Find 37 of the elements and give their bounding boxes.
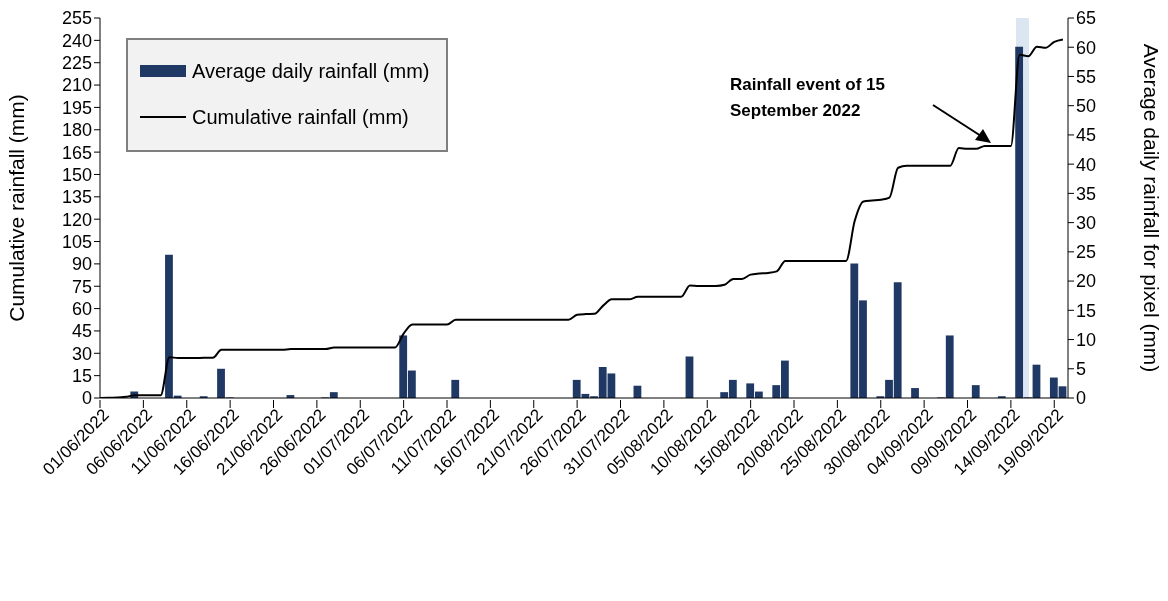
y-tick-label: 195 (61, 97, 92, 118)
y-tick-label: 120 (61, 209, 92, 230)
y-tick-label: 75 (71, 276, 92, 297)
y2-tick-label: 40 (1076, 154, 1097, 175)
legend-label: Cumulative rainfall (mm) (192, 105, 409, 129)
y-tick-label: 225 (61, 53, 92, 74)
y-tick-label: 30 (71, 343, 92, 364)
y2-tick-label: 55 (1076, 66, 1097, 87)
y-tick-label: 150 (61, 164, 92, 185)
y-tick-label: 255 (61, 8, 92, 29)
y2-axis-title: Average daily rainfall for pixel (mm) (1139, 43, 1163, 373)
y2-tick-label: 10 (1076, 329, 1097, 350)
y2-tick-label: 65 (1076, 8, 1097, 29)
y-tick-label: 15 (71, 366, 92, 387)
y-tick-label: 165 (61, 142, 92, 163)
y-tick-label: 60 (71, 298, 92, 319)
y-tick-label: 90 (71, 254, 92, 275)
y-tick-label: 0 (81, 388, 92, 409)
y-tick-label: 240 (61, 30, 92, 51)
y-tick-label: 105 (61, 231, 92, 252)
legend-label: Average daily rainfall (mm) (192, 59, 430, 83)
y2-tick-label: 60 (1076, 37, 1097, 58)
y-tick-label: 210 (61, 75, 92, 96)
y2-tick-label: 25 (1076, 242, 1097, 263)
annotation: Rainfall event of 15 September 2022 (730, 74, 886, 122)
y-tick-label: 45 (71, 321, 92, 342)
y2-tick-label: 35 (1076, 183, 1097, 204)
y-axis-title: Cumulative rainfall (mm) (5, 94, 29, 322)
y-tick-label: 135 (61, 187, 92, 208)
y2-tick-label: 0 (1076, 388, 1087, 409)
y2-tick-label: 15 (1076, 300, 1097, 321)
y2-tick-label: 45 (1076, 125, 1097, 146)
y2-tick-label: 30 (1076, 213, 1097, 234)
y2-tick-label: 20 (1076, 271, 1097, 292)
y2-tick-label: 50 (1076, 96, 1097, 117)
y-tick-label: 180 (61, 120, 92, 141)
y2-tick-label: 5 (1076, 359, 1087, 380)
